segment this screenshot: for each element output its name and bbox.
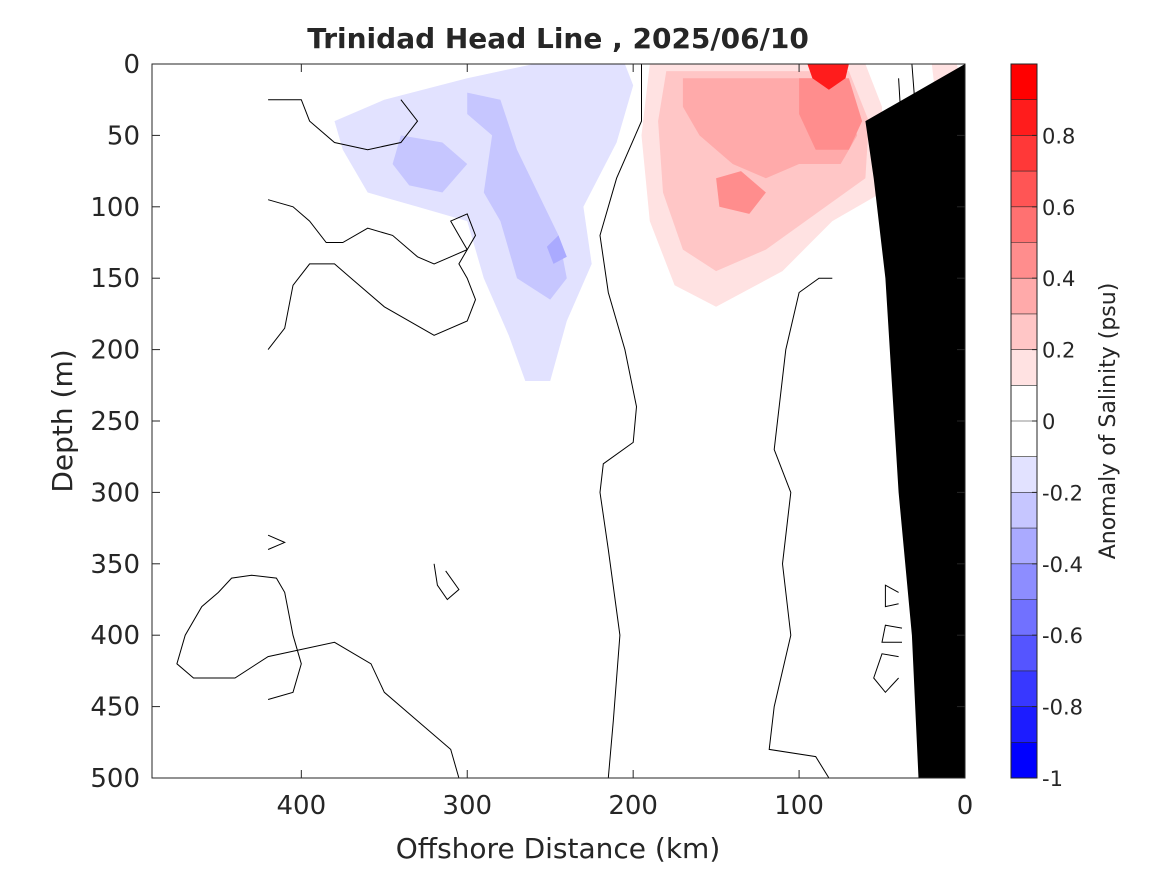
- anomaly-region-negative-subcore-1: [392, 135, 468, 193]
- contour-line-11: [873, 653, 899, 694]
- colorbar-swatch: [1011, 599, 1037, 636]
- x-tick-label: 400: [277, 791, 327, 821]
- colorbar-swatch: [1011, 135, 1037, 172]
- colorbar-swatch: [1011, 349, 1037, 386]
- colorbar-tick-label: -1: [1042, 767, 1063, 791]
- y-tick-label: 500: [90, 764, 140, 794]
- colorbar-swatch: [1011, 742, 1037, 779]
- colorbar-swatch: [1011, 528, 1037, 565]
- anomaly-region-positive-subcore-4: [716, 171, 766, 214]
- contour-line-2: [267, 199, 477, 350]
- colorbar-swatch: [1011, 171, 1037, 208]
- contour-line-3: [599, 64, 642, 778]
- anomaly-region-positive-peak: [807, 64, 849, 90]
- y-tick-label: 200: [90, 336, 140, 366]
- colorbar-tick-label: 0.2: [1042, 339, 1075, 363]
- plot-area: [151, 63, 966, 779]
- anomaly-region-negative-subcore-3: [546, 235, 567, 264]
- x-tick-label: 200: [608, 791, 658, 821]
- colorbar-swatch: [1011, 563, 1037, 600]
- y-axis: 0 50 100 150 200 250 300 350 400 450 500: [90, 50, 965, 794]
- colorbar-swatch: [1011, 206, 1037, 243]
- x-tick-label: 0: [957, 791, 974, 821]
- colorbar-tick-label: 0.8: [1042, 124, 1075, 148]
- contour-line-6: [267, 534, 286, 550]
- contour-line-7: [176, 574, 460, 778]
- y-tick-label: 450: [90, 693, 140, 723]
- y-tick-label: 400: [90, 621, 140, 651]
- colorbar-tick-label: -0.8: [1042, 696, 1083, 720]
- colorbar-tick-label: 0.4: [1042, 267, 1075, 291]
- colorbar-tick-label: -0.4: [1042, 553, 1083, 577]
- chart-title: Trinidad Head Line , 2025/06/10: [307, 22, 809, 55]
- colorbar: 0.8 0.6 0.4 0.2 0 -0.2 -0.4 -0.6 -0.8 -1: [1010, 63, 1083, 791]
- y-tick-label: 0: [123, 50, 140, 80]
- colorbar-tick-label: -0.2: [1042, 481, 1083, 505]
- contour-line-4: [768, 277, 833, 778]
- colorbar-swatch: [1011, 278, 1037, 315]
- y-tick-label: 50: [107, 121, 140, 151]
- y-tick-label: 300: [90, 478, 140, 508]
- x-axis: 400 300 200 100 0: [277, 64, 974, 821]
- y-tick-label: 350: [90, 550, 140, 580]
- plot-contents: [176, 64, 965, 778]
- contour-line-9: [884, 584, 899, 608]
- y-axis-label: Depth (m): [46, 349, 79, 492]
- y-tick-label: 250: [90, 407, 140, 437]
- contour-line-8: [433, 563, 460, 601]
- contour-line-10: [881, 624, 903, 643]
- colorbar-swatch: [1011, 99, 1037, 136]
- colorbar-swatch: [1011, 242, 1037, 279]
- colorbar-swatch: [1011, 456, 1037, 493]
- colorbar-swatch: [1011, 492, 1037, 529]
- y-tick-label: 100: [90, 193, 140, 223]
- colorbar-swatch: [1011, 313, 1037, 351]
- colorbar-swatch: [1011, 670, 1037, 708]
- y-tick-label: 150: [90, 264, 140, 294]
- colorbar-tick-label: -0.6: [1042, 624, 1083, 648]
- anomaly-region-negative-subcore-2: [467, 92, 567, 300]
- colorbar-swatch: [1011, 385, 1037, 422]
- seafloor-land-mask: [865, 64, 965, 778]
- colorbar-swatch: [1011, 421, 1037, 458]
- x-axis-label: Offshore Distance (km): [396, 832, 721, 865]
- colorbar-swatch: [1011, 64, 1037, 101]
- x-tick-label: 100: [774, 791, 824, 821]
- anomaly-region-positive-subcore-3: [799, 78, 863, 150]
- colorbar-swatch: [1011, 706, 1037, 743]
- x-tick-label: 300: [442, 791, 492, 821]
- colorbar-tick-label: 0: [1042, 410, 1055, 434]
- colorbar-tick-label: 0.6: [1042, 196, 1075, 220]
- colorbar-swatch: [1011, 635, 1037, 672]
- contour-line-1: [268, 99, 419, 151]
- colorbar-label: Anomaly of Salinity (psu): [1096, 283, 1121, 560]
